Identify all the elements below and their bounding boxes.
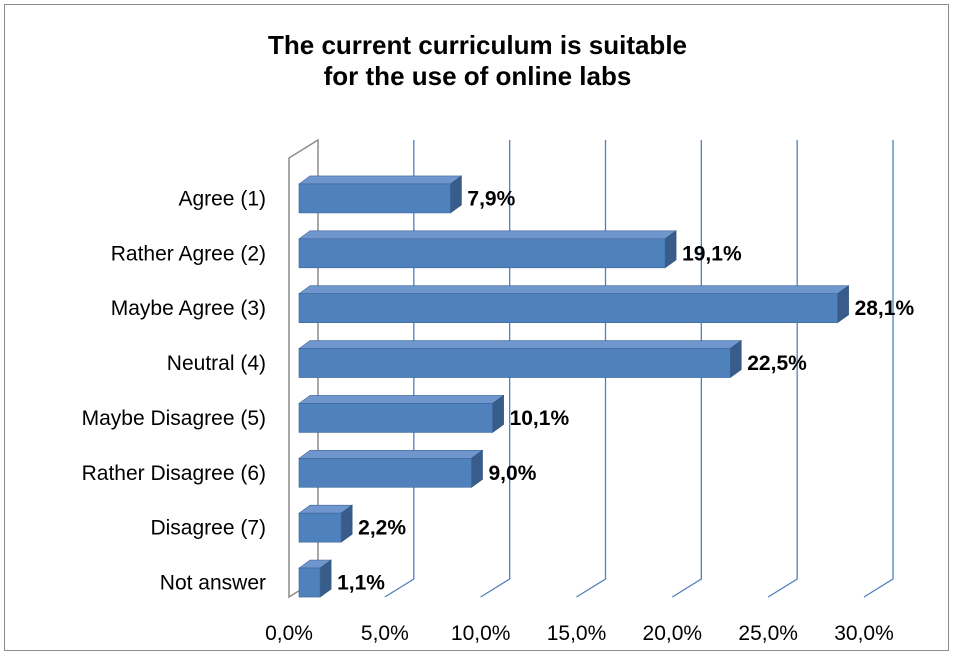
bar-top-face <box>298 340 743 349</box>
bar <box>298 230 678 269</box>
bar-top-face <box>298 230 678 240</box>
chart-frame <box>4 4 949 651</box>
data-label: 9,0% <box>489 462 537 485</box>
bar-front-face <box>298 348 731 378</box>
chart-title-line-2: for the use of online labs <box>323 61 632 91</box>
bar-top-face <box>298 175 463 185</box>
bar-top-face <box>298 450 484 459</box>
x-tick-label: 20,0% <box>643 622 703 645</box>
data-label: 2,2% <box>358 517 406 540</box>
data-label: 19,1% <box>682 242 742 265</box>
bar-front-face <box>298 512 342 543</box>
bar <box>298 394 505 434</box>
chart-title: The current curriculum is suitable for t… <box>0 30 955 92</box>
bar-front-face <box>298 403 493 433</box>
bar <box>298 559 333 598</box>
category-label: Maybe Disagree (5) <box>82 407 266 430</box>
x-tick-label: 0,0% <box>265 622 313 645</box>
data-label: 10,1% <box>510 407 570 430</box>
bar-front-face <box>298 183 451 214</box>
bar-front-face <box>298 567 321 598</box>
gridline-6 <box>863 140 894 598</box>
x-tick-label: 25,0% <box>738 622 798 645</box>
chart-title-line-1: The current curriculum is suitable <box>268 30 687 60</box>
bar <box>298 339 743 379</box>
bar-front-face <box>298 238 666 269</box>
bar-top-face <box>298 395 505 404</box>
category-label: Not answer <box>160 572 266 595</box>
data-label: 22,5% <box>747 352 807 375</box>
x-tick-label: 10,0% <box>451 622 511 645</box>
bar <box>298 449 484 488</box>
bar <box>298 504 354 543</box>
data-label: 28,1% <box>855 297 915 320</box>
bars <box>298 175 850 598</box>
x-tick-label: 5,0% <box>361 622 409 645</box>
bar-front-face <box>298 293 838 323</box>
data-label: 1,1% <box>337 572 385 595</box>
bar <box>298 285 850 324</box>
data-label: 7,9% <box>467 187 515 210</box>
category-label: Rather Disagree (6) <box>82 462 266 485</box>
labels: 0,0% 5,0% 10,0% 15,0% 20,0% 25,0% 30,0% Agree (… <box>82 187 915 645</box>
category-label: Neutral (4) <box>167 352 266 375</box>
bar <box>298 175 463 214</box>
bar-front-face <box>298 458 472 488</box>
category-label: Maybe Agree (3) <box>111 297 266 320</box>
x-tick-label: 30,0% <box>834 622 894 645</box>
category-label: Agree (1) <box>178 187 266 210</box>
category-label: Rather Agree (2) <box>111 242 266 265</box>
category-label: Disagree (7) <box>150 517 266 540</box>
x-tick-label: 15,0% <box>547 622 607 645</box>
bar-top-face <box>298 285 850 294</box>
